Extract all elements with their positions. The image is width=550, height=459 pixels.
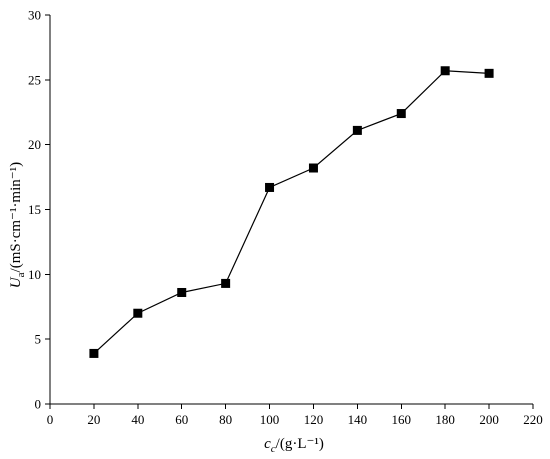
x-axis-label-unit: /(g·L⁻¹) <box>276 436 324 452</box>
x-tick-label: 120 <box>304 412 324 427</box>
data-point <box>352 125 362 135</box>
data-point <box>177 287 187 297</box>
data-point <box>89 348 99 358</box>
x-tick-label: 140 <box>348 412 368 427</box>
y-axis-label-unit: /(mS·cm⁻¹·min⁻¹) <box>8 162 24 273</box>
x-tick-label: 40 <box>131 412 144 427</box>
y-axis-label-subscript: a <box>15 272 27 277</box>
y-axis-label: Ua/(mS·cm⁻¹·min⁻¹) <box>8 162 27 288</box>
y-tick-label: 10 <box>28 267 41 282</box>
x-tick-label: 0 <box>47 412 54 427</box>
data-point <box>396 109 406 119</box>
data-point <box>133 308 143 318</box>
y-tick-label: 20 <box>28 137 41 152</box>
x-tick-label: 80 <box>219 412 232 427</box>
x-axis-label-subscript: c <box>271 443 276 455</box>
x-axis-label: cc/(g·L⁻¹) <box>264 436 324 455</box>
y-tick-label: 5 <box>35 332 42 347</box>
y-axis-label-symbol: U <box>8 276 24 288</box>
axes: 0 20 40 60 80 100 120 140 160 180 200 220 0 5 10 15 20 25… <box>28 8 543 428</box>
x-tick-label: 180 <box>435 412 455 427</box>
y-tick-label: 0 <box>35 397 42 412</box>
x-tick-label: 220 <box>523 412 543 427</box>
x-tick-label: 200 <box>479 412 499 427</box>
y-tick-label: 25 <box>28 72 41 87</box>
data-point <box>221 278 231 288</box>
x-tick-label: 60 <box>175 412 188 427</box>
x-tick-label: 20 <box>87 412 100 427</box>
y-tick-label: 30 <box>28 8 41 23</box>
series-line <box>93 70 490 354</box>
data-point <box>265 182 275 192</box>
x-tick-label: 100 <box>260 412 280 427</box>
x-tick-label: 160 <box>392 412 412 427</box>
data-point <box>440 66 450 76</box>
data-point <box>484 68 494 78</box>
x-axis-label-symbol: c <box>264 436 271 452</box>
data-series <box>89 66 494 358</box>
y-tick-label: 15 <box>28 202 41 217</box>
data-point <box>308 163 318 173</box>
